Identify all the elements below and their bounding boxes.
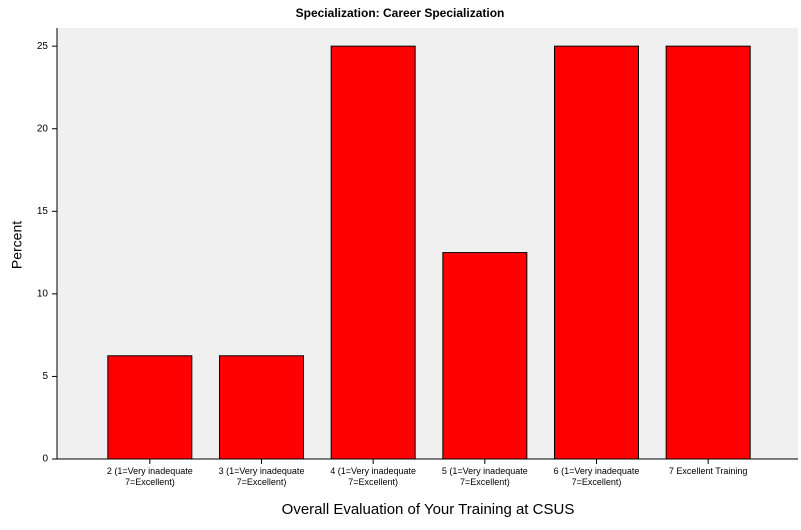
bar [442, 252, 528, 460]
bar [219, 355, 304, 460]
y-tick-label: 20 [37, 123, 49, 134]
bar [665, 45, 751, 460]
x-tick-label: 5 (1=Very inadequate 7=Excellent) [442, 466, 528, 487]
x-tick-label: 3 (1=Very inadequate 7=Excellent) [219, 466, 305, 487]
y-tick-label: 5 [42, 371, 48, 382]
chart-title: Specialization: Career Specialization [296, 6, 505, 20]
x-tick-label: 4 (1=Very inadequate 7=Excellent) [330, 466, 416, 487]
y-axis-label: Percent [9, 221, 25, 269]
x-tick-label: 2 (1=Very inadequate 7=Excellent) [107, 466, 193, 487]
bar [330, 45, 416, 460]
bar [107, 355, 193, 460]
x-tick-label: 7 Excellent Training [669, 466, 748, 476]
x-tick-label: 6 (1=Very inadequate 7=Excellent) [554, 466, 640, 487]
y-tick-label: 15 [37, 206, 49, 217]
x-axis-label: Overall Evaluation of Your Training at C… [282, 501, 575, 518]
y-tick-label: 10 [37, 289, 49, 300]
y-tick-label: 0 [42, 454, 48, 465]
bar [554, 45, 639, 460]
y-tick-label: 25 [37, 41, 49, 52]
